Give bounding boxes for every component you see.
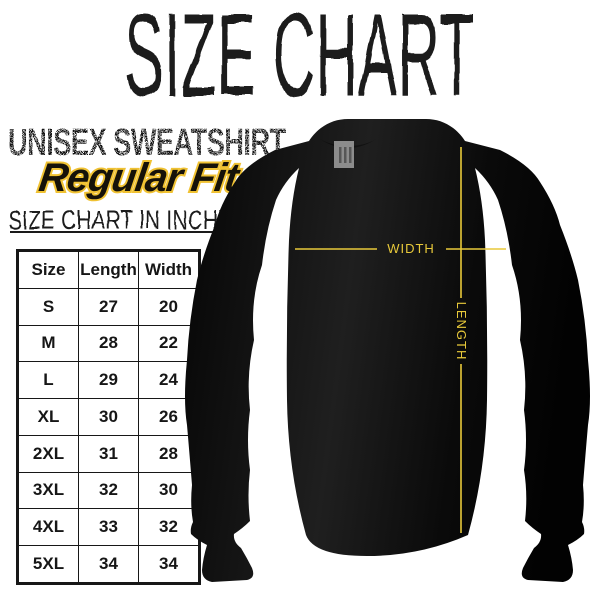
svg-text:LENGTH: LENGTH [454,302,469,361]
svg-text:WIDTH: WIDTH [387,241,435,256]
